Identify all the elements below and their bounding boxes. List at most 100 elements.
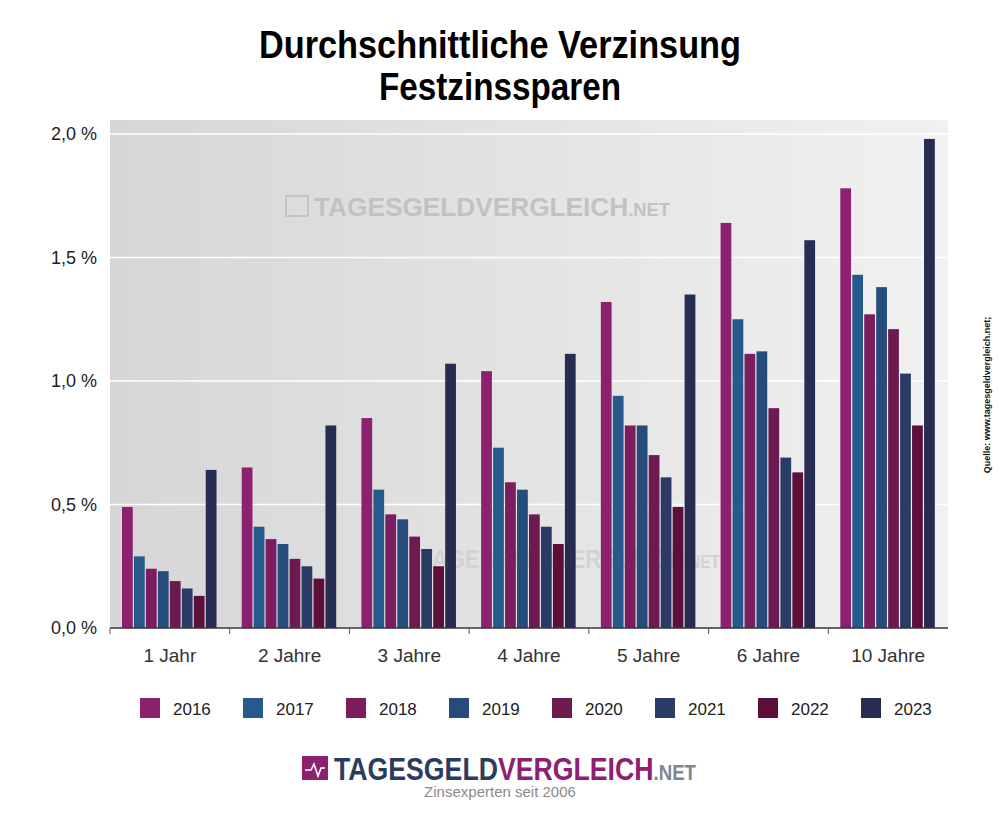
bar <box>565 354 576 628</box>
logo-icon-line <box>305 764 325 776</box>
bar <box>302 566 313 628</box>
bar <box>517 490 528 628</box>
x-axis-line <box>110 627 948 629</box>
watermark-part: TAGESGELD <box>314 192 475 222</box>
x-tick-label: 4 Jahre <box>497 645 560 666</box>
bar <box>314 579 325 628</box>
y-tick-label: 1,5 % <box>51 248 97 268</box>
bar <box>673 507 684 628</box>
legend-label: 2019 <box>482 700 520 719</box>
logo-part: TAGESGELD <box>334 752 498 787</box>
bars <box>122 139 935 628</box>
legend-swatch <box>552 698 572 718</box>
logo-part: .NET <box>654 760 697 785</box>
bar <box>840 188 851 628</box>
bar <box>876 287 887 628</box>
bar <box>649 455 660 628</box>
x-tick-label: 6 Jahre <box>737 645 800 666</box>
bar <box>433 566 444 628</box>
watermark-part: VERGLEICH <box>475 192 628 222</box>
bar <box>481 371 492 628</box>
bar <box>373 490 384 628</box>
bar <box>409 537 420 628</box>
bar <box>888 329 899 628</box>
plot-background <box>110 120 948 628</box>
legend-label: 2021 <box>688 700 726 719</box>
bar <box>122 507 133 628</box>
bar <box>745 354 756 628</box>
bar <box>325 425 336 628</box>
legend-swatch <box>243 698 263 718</box>
bar <box>146 569 157 628</box>
x-tick-label: 5 Jahre <box>617 645 680 666</box>
bar <box>601 302 612 628</box>
legend-swatch <box>346 698 366 718</box>
bar <box>780 458 791 628</box>
bar <box>625 425 636 628</box>
bar <box>804 240 815 628</box>
bar <box>721 223 732 628</box>
bar <box>756 351 767 628</box>
y-tick-label: 0,0 % <box>51 618 97 638</box>
y-tick-label: 0,5 % <box>51 495 97 515</box>
bar <box>158 571 169 628</box>
y-tick-label: 1,0 % <box>51 371 97 391</box>
bar <box>529 514 540 628</box>
bar <box>170 581 181 628</box>
bar <box>445 364 456 628</box>
bar <box>924 139 935 628</box>
bar <box>361 418 372 628</box>
bar <box>900 374 911 628</box>
watermark-part: .NET <box>628 200 670 220</box>
bar <box>182 588 193 628</box>
x-tick <box>469 628 470 634</box>
grid-line <box>110 380 948 382</box>
logo: TAGESGELDVERGLEICH.NET <box>334 752 697 787</box>
title: Durchschnittliche Verzinsung <box>259 24 741 66</box>
legend-label: 2023 <box>894 700 932 719</box>
logo-icon <box>302 756 328 780</box>
legend-label: 2016 <box>173 700 211 719</box>
bar <box>134 556 145 628</box>
grid-line <box>110 627 948 629</box>
bar <box>864 314 875 628</box>
legend-label: 2020 <box>585 700 623 719</box>
bar <box>242 467 253 628</box>
bar <box>206 470 217 628</box>
chart-root: Durchschnittliche VerzinsungFestzinsspar… <box>0 0 1000 817</box>
bar <box>397 519 408 628</box>
tagline: Zinsexperten seit 2006 <box>424 783 576 800</box>
x-tick <box>828 628 829 634</box>
x-tick-label: 2 Jahre <box>258 645 321 666</box>
legend-swatch <box>140 698 160 718</box>
bar <box>493 448 504 628</box>
bar <box>792 472 803 628</box>
bar <box>541 527 552 628</box>
bar <box>505 482 516 628</box>
legend-swatch <box>655 698 675 718</box>
bar <box>421 549 432 628</box>
legend-swatch <box>758 698 778 718</box>
x-tick <box>110 628 111 634</box>
bar <box>637 425 648 628</box>
watermark: TAGESGELDVERGLEICH.NET <box>314 192 670 222</box>
logo-part: VERGLEICH <box>498 752 654 787</box>
x-tick-label: 1 Jahr <box>143 645 196 666</box>
legend-label: 2018 <box>379 700 417 719</box>
bar <box>852 275 863 628</box>
x-tick <box>708 628 709 634</box>
watermark-icon <box>286 196 308 216</box>
bar <box>685 295 696 628</box>
bar <box>613 396 624 628</box>
legend-swatch <box>861 698 881 718</box>
bar <box>254 527 265 628</box>
x-tick-label: 10 Jahre <box>851 645 925 666</box>
bar <box>733 319 744 628</box>
bar <box>553 544 564 628</box>
x-tick <box>229 628 230 634</box>
subtitle: Festzinssparen <box>379 66 621 108</box>
bar <box>266 539 277 628</box>
legend-label: 2022 <box>791 700 829 719</box>
y-tick-label: 2,0 % <box>51 124 97 144</box>
legend-label: 2017 <box>276 700 314 719</box>
